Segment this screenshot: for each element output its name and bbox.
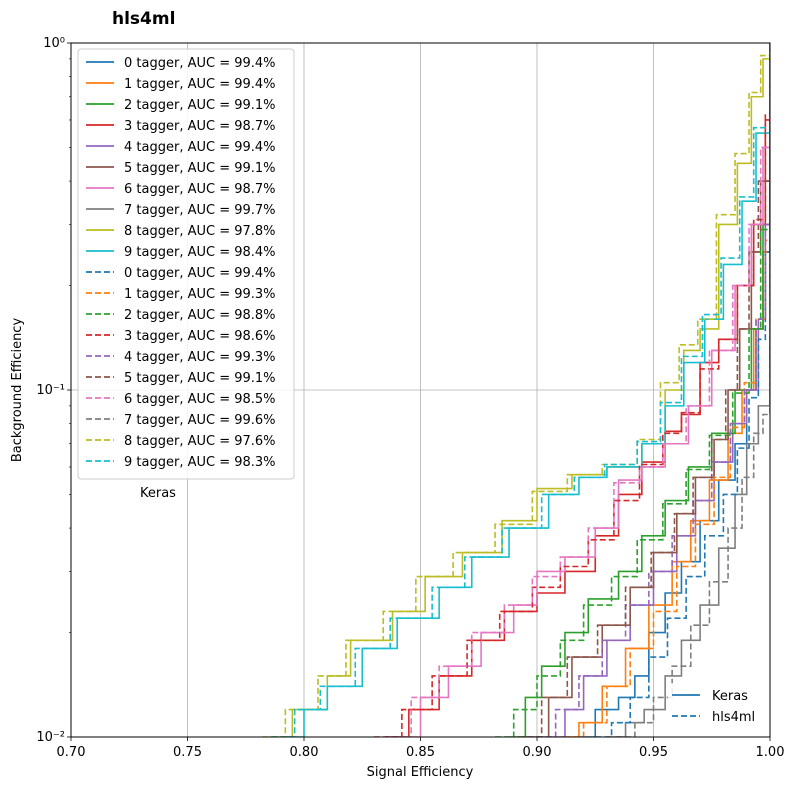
legend-label: 3 tagger, AUC = 98.6%	[124, 329, 276, 344]
legend-label: 7 tagger, AUC = 99.6%	[124, 413, 276, 428]
roc-curve-19-hls4ml	[271, 43, 770, 737]
roc-curve-16-hls4ml	[387, 43, 770, 737]
x-tick-label: 0.75	[173, 745, 202, 760]
legend-label: 7 tagger, AUC = 99.7%	[124, 203, 276, 218]
legend-label: 1 tagger, AUC = 99.4%	[124, 77, 276, 92]
axis-ticks: 0.70 0.75 0.80 0.85 0.90 0.95 1.00 10⁻² 10⁻¹ 10⁰	[36, 36, 784, 760]
legend-label: 9 tagger, AUC = 98.4%	[124, 245, 276, 260]
roc-curve-15-hls4ml	[518, 43, 770, 737]
chart-title: hls4ml	[112, 9, 175, 29]
roc-curve-17-hls4ml	[616, 43, 770, 737]
x-tick-label: 1.00	[756, 745, 785, 760]
legend-label: 3 tagger, AUC = 98.7%	[124, 119, 276, 134]
legend-box	[77, 48, 295, 480]
legend-label: 0 tagger, AUC = 99.4%	[124, 266, 276, 281]
style-legend-label: hls4ml	[712, 710, 755, 725]
legend-label: 1 tagger, AUC = 99.3%	[124, 287, 276, 302]
keras-annotation: Keras	[140, 486, 176, 501]
x-tick-label: 0.95	[639, 745, 668, 760]
roc-curve-14-hls4ml	[537, 43, 770, 737]
x-axis-label: Signal Efficiency	[367, 765, 474, 780]
legend-label: 4 tagger, AUC = 99.4%	[124, 140, 276, 155]
roc-curve-10-hls4ml	[595, 43, 770, 737]
legend-label: 2 tagger, AUC = 99.1%	[124, 98, 276, 113]
legend-label: 0 tagger, AUC = 99.4%	[124, 56, 276, 71]
x-tick-label: 0.85	[406, 745, 435, 760]
y-tick-label: 10⁻¹	[36, 383, 65, 398]
legend-label: 8 tagger, AUC = 97.8%	[124, 224, 276, 239]
legend-label: 5 tagger, AUC = 99.1%	[124, 161, 276, 176]
roc-curve-18-hls4ml	[262, 43, 770, 737]
legend-label: 6 tagger, AUC = 98.7%	[124, 182, 276, 197]
roc-curve-12-hls4ml	[495, 43, 770, 737]
legend-label: 9 tagger, AUC = 98.3%	[124, 455, 276, 470]
x-tick-label: 0.70	[57, 745, 86, 760]
y-axis-label: Background Efficiency	[10, 318, 25, 463]
y-tick-label: 10⁻²	[36, 730, 65, 745]
series-layer	[262, 43, 770, 737]
x-tick-label: 0.80	[290, 745, 319, 760]
x-tick-label: 0.90	[523, 745, 552, 760]
y-tick-label: 10⁰	[43, 36, 65, 51]
legend-label: 8 tagger, AUC = 97.6%	[124, 434, 276, 449]
legend-label: 5 tagger, AUC = 99.1%	[124, 371, 276, 386]
series-legend: 0 tagger, AUC = 99.4% 1 tagger, AUC = 99.…	[77, 48, 295, 480]
legend-label: 4 tagger, AUC = 99.3%	[124, 350, 276, 365]
style-legend: Keras hls4ml	[668, 683, 764, 731]
legend-label: 6 tagger, AUC = 98.5%	[124, 392, 276, 407]
legend-label: 2 tagger, AUC = 98.8%	[124, 308, 276, 323]
style-legend-label: Keras	[712, 689, 748, 704]
